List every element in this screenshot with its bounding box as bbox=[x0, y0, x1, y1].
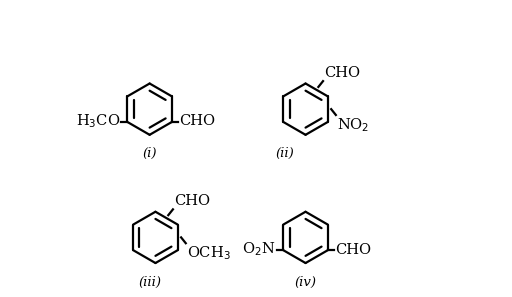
Text: O$_2$N: O$_2$N bbox=[243, 241, 276, 258]
Text: (i): (i) bbox=[142, 147, 157, 160]
Text: CHO: CHO bbox=[174, 194, 210, 208]
Text: CHO: CHO bbox=[324, 66, 360, 80]
Text: H$_3$CO: H$_3$CO bbox=[75, 113, 120, 130]
Text: (iii): (iii) bbox=[138, 276, 161, 288]
Text: CHO: CHO bbox=[335, 243, 372, 257]
Text: CHO: CHO bbox=[179, 114, 216, 128]
Text: (ii): (ii) bbox=[276, 147, 294, 160]
Text: (iv): (iv) bbox=[294, 276, 316, 288]
Text: NO$_2$: NO$_2$ bbox=[337, 116, 369, 134]
Text: OCH$_3$: OCH$_3$ bbox=[187, 244, 230, 262]
